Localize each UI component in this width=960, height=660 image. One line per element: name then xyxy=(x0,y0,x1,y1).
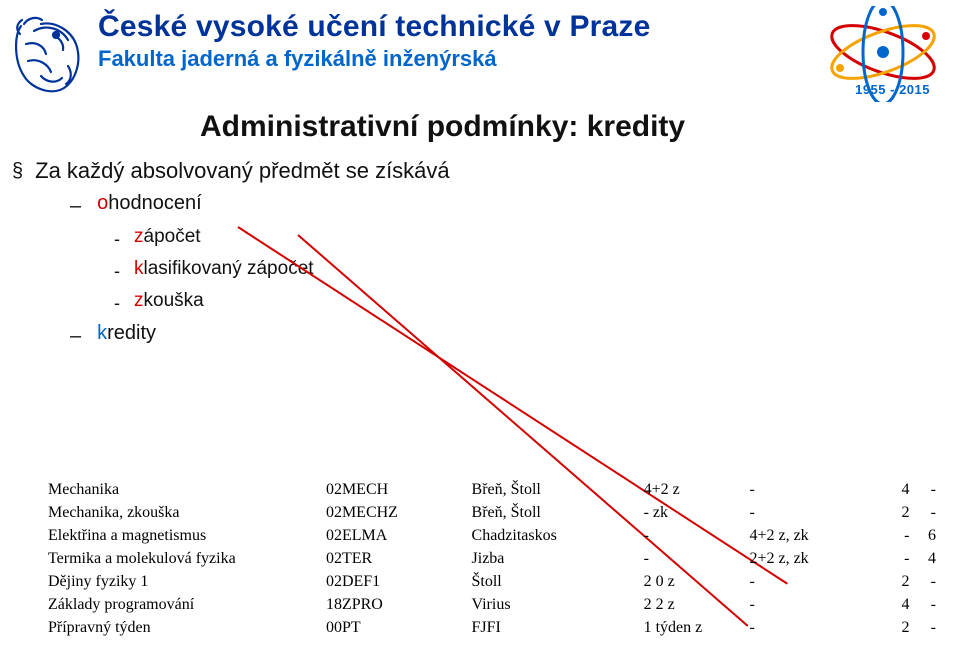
table-cell: 4 xyxy=(876,478,916,501)
deep-item-zapocet: - zápočet xyxy=(114,226,314,252)
dash-icon: – xyxy=(70,192,81,220)
section-heading: Administrativní podmínky: kredity xyxy=(200,110,685,144)
ctu-lion-logo xyxy=(6,6,92,106)
table-cell: Přípravný týden xyxy=(42,616,320,639)
table-cell: - xyxy=(743,616,875,639)
table-cell: 02TER xyxy=(320,547,466,570)
table-cell: Základy programování xyxy=(42,593,320,616)
table-cell: 2 xyxy=(876,616,916,639)
table-cell: 02MECHZ xyxy=(320,501,466,524)
table-cell: - xyxy=(876,547,916,570)
subjects-table: Mechanika02MECHBřeň, Štoll4+2 z-4-Mechan… xyxy=(42,478,942,639)
table-cell: 2 xyxy=(876,570,916,593)
dash-icon: - xyxy=(114,226,120,252)
university-title: České vysoké učení technické v Praze xyxy=(98,10,658,44)
table-cell: - xyxy=(743,593,875,616)
table-row: Přípravný týden00PTFJFI1 týden z-2- xyxy=(42,616,942,639)
table-cell: 4 xyxy=(915,547,942,570)
deep-item-label: zápočet xyxy=(134,226,201,248)
bullet-main: § Za každý absolvovaný předmět se získáv… xyxy=(12,158,450,184)
table-cell: Břeň, Štoll xyxy=(466,478,638,501)
dash-icon: - xyxy=(114,290,120,316)
table-row: Mechanika02MECHBřeň, Štoll4+2 z-4- xyxy=(42,478,942,501)
table-cell: - xyxy=(638,547,744,570)
table-cell: 2 2 z xyxy=(638,593,744,616)
table-cell: - xyxy=(638,524,744,547)
table-cell: Dějiny fyziky 1 xyxy=(42,570,320,593)
table-row: Elektřina a magnetismus02ELMAChadzitasko… xyxy=(42,524,942,547)
table-row: Dějiny fyziky 102DEF1Štoll2 0 z-2- xyxy=(42,570,942,593)
table-cell: Virius xyxy=(466,593,638,616)
table-row: Termika a molekulová fyzika02TERJizba-2+… xyxy=(42,547,942,570)
table-row: Mechanika, zkouška02MECHZBřeň, Štoll- zk… xyxy=(42,501,942,524)
table-cell: Elektřina a magnetismus xyxy=(42,524,320,547)
table-cell: Mechanika xyxy=(42,478,320,501)
table-cell: 02MECH xyxy=(320,478,466,501)
table-cell: Chadzitaskos xyxy=(466,524,638,547)
faculty-title: Fakulta jaderná a fyzikálně inženýrská xyxy=(98,46,658,72)
table-cell: - xyxy=(915,478,942,501)
table-cell: 2+2 z, zk xyxy=(743,547,875,570)
table-cell: 1 týden z xyxy=(638,616,744,639)
table-cell: - xyxy=(876,524,916,547)
dash-icon: - xyxy=(114,258,120,284)
sub-item-evaluation: – ohodnocení xyxy=(70,192,314,220)
table-cell: - xyxy=(743,501,875,524)
fjfi-years: 1955 - 2015 xyxy=(855,82,930,97)
deep-item-klas-zapocet: - klasifikovaný zápočet xyxy=(114,258,314,284)
table-cell: - xyxy=(743,570,875,593)
table-cell: - xyxy=(915,593,942,616)
table-cell: 4 xyxy=(876,593,916,616)
table-cell: - xyxy=(915,616,942,639)
sub-item-label: ohodnocení xyxy=(97,192,202,215)
table-cell: 02DEF1 xyxy=(320,570,466,593)
dash-icon: – xyxy=(70,322,81,350)
table-cell: - xyxy=(915,570,942,593)
deep-item-label: klasifikovaný zápočet xyxy=(134,258,314,280)
table-cell: Štoll xyxy=(466,570,638,593)
table-cell: 4+2 z xyxy=(638,478,744,501)
table-cell: - xyxy=(915,501,942,524)
bullet-main-text: Za každý absolvovaný předmět se získává xyxy=(35,158,450,184)
deep-item-zkouska: - zkouška xyxy=(114,290,314,316)
table-cell: 4+2 z, zk xyxy=(743,524,875,547)
table-cell: 2 xyxy=(876,501,916,524)
table-row: Základy programování18ZPROVirius2 2 z-4- xyxy=(42,593,942,616)
table-cell: 18ZPRO xyxy=(320,593,466,616)
table-cell: 02ELMA xyxy=(320,524,466,547)
table-cell: - zk xyxy=(638,501,744,524)
table-cell: 6 xyxy=(915,524,942,547)
table-cell: - xyxy=(743,478,875,501)
table-cell: FJFI xyxy=(466,616,638,639)
table-cell: Mechanika, zkouška xyxy=(42,501,320,524)
sub-item-label: kredity xyxy=(97,322,156,345)
deep-item-label: zkouška xyxy=(134,290,204,312)
table-cell: Jizba xyxy=(466,547,638,570)
sub-item-credits: – kredity xyxy=(70,322,314,350)
sub-list: – ohodnocení - zápočet - klasifikovaný z… xyxy=(70,192,314,356)
table-cell: 2 0 z xyxy=(638,570,744,593)
table-cell: Břeň, Štoll xyxy=(466,501,638,524)
deep-list: - zápočet - klasifikovaný zápočet - zkou… xyxy=(114,226,314,316)
table-cell: 00PT xyxy=(320,616,466,639)
bullet-symbol: § xyxy=(12,158,23,184)
table-cell: Termika a molekulová fyzika xyxy=(42,547,320,570)
